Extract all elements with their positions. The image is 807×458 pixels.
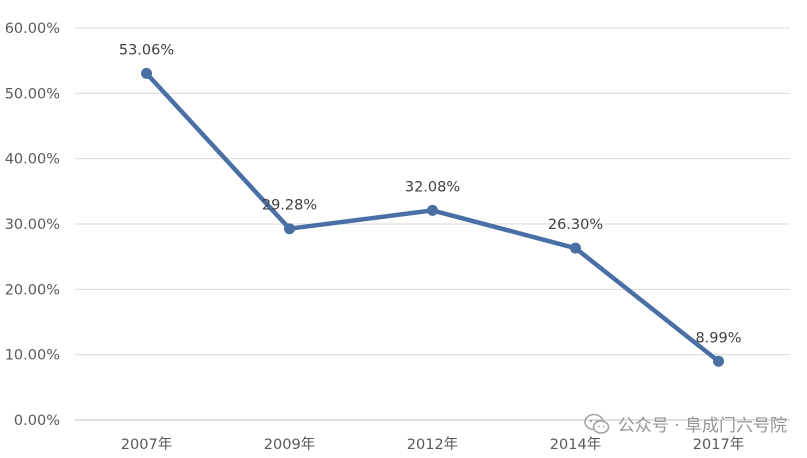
y-tick-label: 30.00% — [5, 217, 60, 233]
series: 53.06% 29.28% 32.08% 26.30% 8.99% — [119, 42, 742, 367]
data-label: 53.06% — [119, 42, 174, 58]
series-line — [144, 71, 721, 364]
data-point — [427, 204, 438, 216]
data-label: 8.99% — [695, 330, 741, 346]
data-label: 32.08% — [405, 179, 460, 195]
data-point — [570, 242, 581, 254]
x-tick-label: 2014年 — [550, 436, 601, 453]
y-tick-label: 60.00% — [5, 21, 60, 37]
watermark-text: 公众号 · 阜成门六号院 — [617, 416, 787, 436]
x-tick-label: 2007年 — [121, 436, 172, 453]
data-label: 26.30% — [548, 217, 603, 233]
y-axis-tick-labels: 0.00% 10.00% 20.00% 30.00% 40.00% 50.00% 60.00… — [5, 21, 60, 429]
x-tick-label: 2012年 — [407, 436, 458, 453]
y-tick-label: 20.00% — [5, 282, 60, 298]
y-tick-label: 50.00% — [5, 86, 60, 102]
wechat-icon — [583, 413, 610, 434]
gridlines — [75, 27, 790, 356]
x-tick-label: 2017年 — [693, 436, 744, 453]
data-label: 29.28% — [262, 198, 317, 214]
y-tick-label: 0.00% — [14, 413, 60, 429]
y-tick-label: 40.00% — [5, 152, 60, 168]
watermark: 公众号 · 阜成门六号院 — [583, 411, 787, 436]
data-point — [141, 67, 152, 79]
data-point — [284, 223, 295, 235]
y-tick-label: 10.00% — [5, 348, 60, 364]
data-point — [713, 355, 724, 367]
x-axis-tick-labels: 2007年 2009年 2012年 2014年 2017年 — [121, 436, 744, 453]
x-tick-label: 2009年 — [264, 436, 315, 453]
